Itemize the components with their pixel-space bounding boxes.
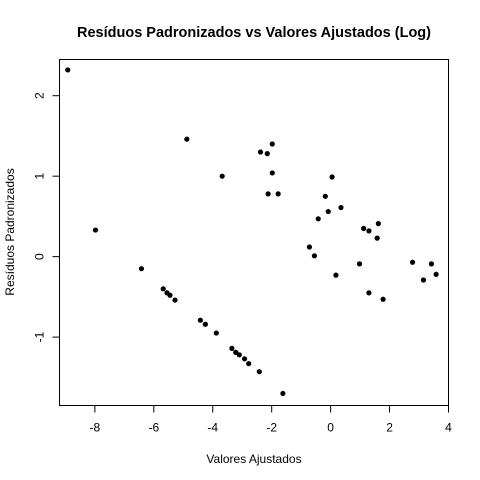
data-point: [366, 228, 372, 234]
data-point: [236, 352, 242, 358]
x-axis-label: Valores Ajustados: [206, 452, 301, 466]
data-point: [160, 286, 166, 292]
y-tick-label: 1: [33, 173, 47, 180]
x-tick-label: -8: [90, 421, 101, 435]
x-tick-label: -6: [148, 421, 159, 435]
data-point: [333, 272, 339, 278]
data-point: [213, 330, 219, 336]
data-point: [138, 266, 145, 272]
data-point: [306, 244, 313, 250]
data-point: [275, 191, 281, 197]
data-point: [329, 174, 335, 180]
data-point: [311, 253, 318, 259]
data-point: [219, 173, 225, 179]
data-point: [433, 271, 439, 277]
data-point: [246, 361, 252, 367]
data-point: [366, 290, 372, 296]
data-point: [172, 297, 178, 303]
data-point: [374, 235, 380, 241]
x-tick-label: 2: [386, 421, 393, 435]
data-point: [184, 136, 190, 142]
data-point: [280, 390, 286, 397]
x-axis: -8 -6 -4 -2 0 2 4: [90, 405, 452, 435]
x-tick-label: 4: [445, 421, 452, 435]
data-point: [65, 67, 71, 73]
y-tick-label: 0: [33, 253, 47, 260]
data-point: [338, 204, 344, 211]
data-point: [265, 191, 271, 197]
data-point: [197, 317, 203, 323]
data-point: [241, 356, 248, 362]
data-point: [269, 170, 275, 176]
data-points: [65, 67, 439, 397]
data-point: [167, 292, 173, 298]
data-point: [325, 208, 331, 215]
data-point: [361, 225, 367, 232]
data-point: [428, 261, 435, 267]
data-point: [409, 259, 416, 265]
data-point: [229, 345, 235, 351]
y-axis-label: Resíduos Padronizados: [3, 168, 17, 295]
data-point: [257, 149, 264, 155]
data-point: [92, 227, 99, 233]
data-point: [315, 216, 321, 222]
x-tick-label: -4: [207, 421, 218, 435]
data-point: [264, 151, 270, 157]
data-point: [256, 369, 262, 375]
plot-area-frame: [59, 59, 449, 406]
data-point: [322, 193, 328, 199]
y-axis: -1 0 1 2: [33, 92, 60, 342]
data-point: [420, 277, 427, 283]
data-point: [269, 141, 275, 147]
y-tick-label: -1: [33, 331, 47, 342]
data-point: [375, 221, 381, 227]
chart-title: Resíduos Padronizados vs Valores Ajustad…: [77, 25, 431, 41]
data-point: [356, 261, 363, 267]
x-tick-label: -2: [266, 421, 277, 435]
y-tick-label: 2: [33, 92, 47, 99]
data-point: [380, 296, 386, 302]
data-point: [202, 321, 208, 327]
x-tick-label: 0: [327, 421, 334, 435]
